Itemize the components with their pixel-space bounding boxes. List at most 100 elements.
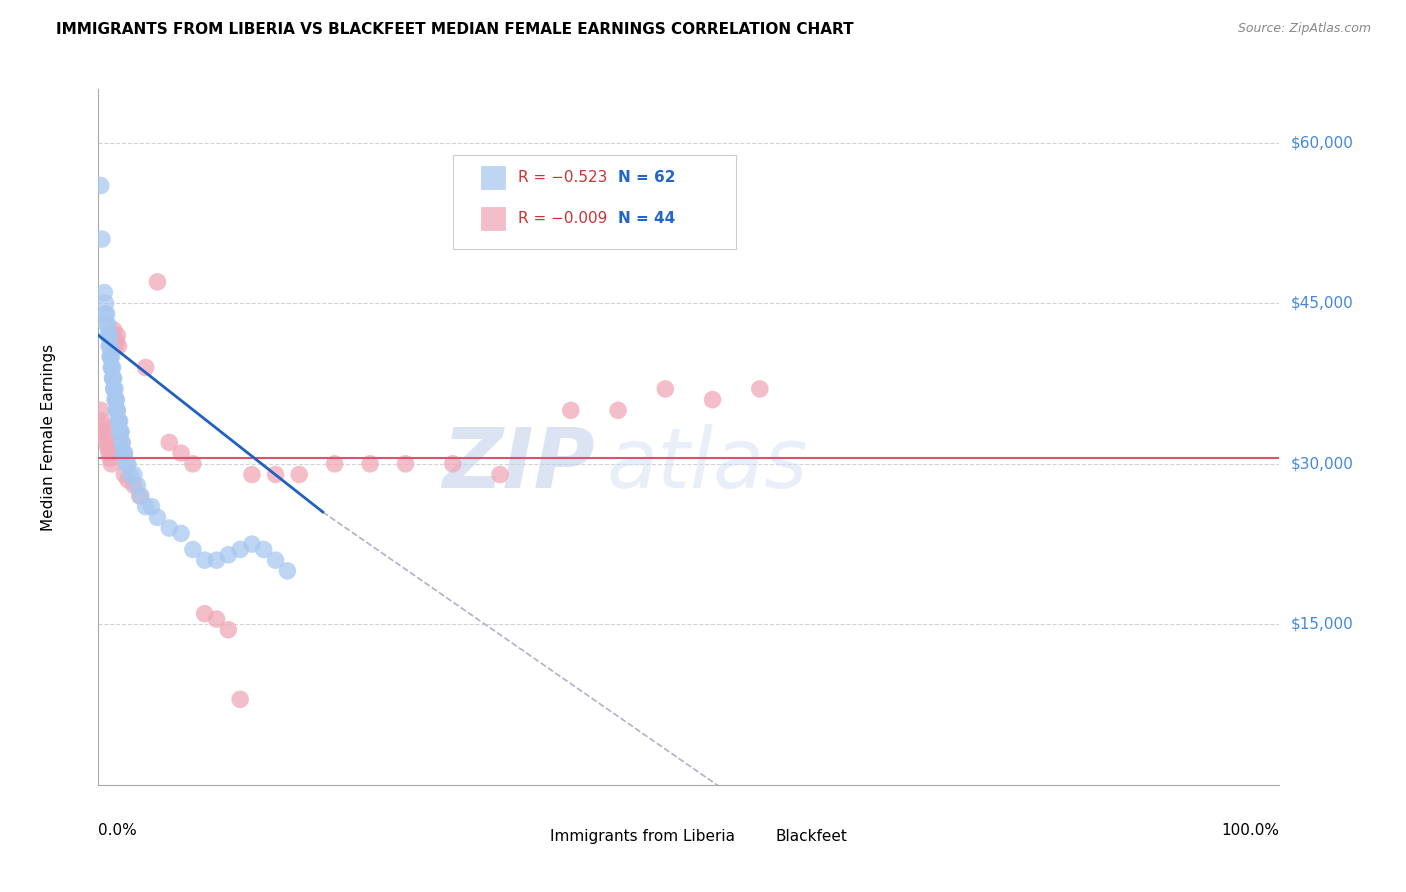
Point bbox=[441, 457, 464, 471]
Point bbox=[194, 607, 217, 621]
Point bbox=[607, 403, 630, 417]
Point bbox=[141, 500, 163, 514]
Text: $45,000: $45,000 bbox=[1291, 296, 1354, 310]
Text: R = −0.009: R = −0.009 bbox=[517, 211, 607, 226]
Point bbox=[107, 414, 129, 428]
Point bbox=[107, 414, 129, 428]
Text: 0.0%: 0.0% bbox=[98, 823, 138, 838]
Point bbox=[146, 510, 169, 524]
Point bbox=[105, 403, 128, 417]
Point bbox=[122, 478, 145, 492]
Point bbox=[100, 457, 122, 471]
Point bbox=[205, 612, 228, 626]
Point bbox=[127, 478, 149, 492]
Point bbox=[101, 371, 124, 385]
Point bbox=[394, 457, 416, 471]
Point bbox=[288, 467, 311, 482]
Point bbox=[117, 457, 139, 471]
Text: IMMIGRANTS FROM LIBERIA VS BLACKFEET MEDIAN FEMALE EARNINGS CORRELATION CHART: IMMIGRANTS FROM LIBERIA VS BLACKFEET MED… bbox=[56, 22, 853, 37]
Point bbox=[748, 382, 770, 396]
Point bbox=[157, 521, 180, 535]
Point bbox=[107, 339, 129, 353]
Point bbox=[170, 446, 193, 460]
Text: Blackfeet: Blackfeet bbox=[775, 829, 846, 844]
Point bbox=[100, 350, 122, 364]
Point bbox=[240, 537, 263, 551]
Point bbox=[229, 542, 252, 557]
Point bbox=[98, 328, 121, 343]
Point bbox=[96, 318, 118, 332]
Point bbox=[91, 232, 114, 246]
Point bbox=[115, 457, 138, 471]
Point bbox=[98, 339, 121, 353]
Point bbox=[108, 435, 131, 450]
Point bbox=[323, 457, 346, 471]
Point bbox=[98, 451, 121, 466]
Point bbox=[103, 371, 125, 385]
Text: ZIP: ZIP bbox=[441, 425, 595, 506]
Point bbox=[108, 425, 131, 439]
Point bbox=[194, 553, 217, 567]
Point bbox=[111, 435, 134, 450]
FancyBboxPatch shape bbox=[481, 207, 505, 230]
Point bbox=[93, 285, 115, 300]
Point bbox=[98, 328, 121, 343]
Point bbox=[96, 307, 118, 321]
Point bbox=[100, 360, 122, 375]
Point bbox=[110, 425, 132, 439]
Point bbox=[181, 457, 204, 471]
Point bbox=[103, 382, 125, 396]
Text: $30,000: $30,000 bbox=[1291, 457, 1354, 471]
Point bbox=[128, 489, 150, 503]
Point bbox=[91, 414, 114, 428]
Point bbox=[94, 430, 117, 444]
Point bbox=[101, 328, 124, 343]
Text: atlas: atlas bbox=[606, 425, 808, 506]
Point bbox=[105, 334, 128, 348]
Point bbox=[96, 435, 118, 450]
Point bbox=[111, 435, 134, 450]
Point bbox=[101, 360, 124, 375]
Point bbox=[105, 392, 128, 407]
Point bbox=[103, 323, 125, 337]
Point bbox=[98, 339, 121, 353]
Point bbox=[560, 403, 582, 417]
Text: N = 62: N = 62 bbox=[619, 170, 675, 185]
Text: Source: ZipAtlas.com: Source: ZipAtlas.com bbox=[1237, 22, 1371, 36]
Point bbox=[229, 692, 252, 706]
Point bbox=[146, 275, 169, 289]
Text: N = 44: N = 44 bbox=[619, 211, 675, 226]
Point bbox=[105, 392, 128, 407]
Point bbox=[157, 435, 180, 450]
Point bbox=[103, 382, 125, 396]
Text: R = −0.523: R = −0.523 bbox=[517, 170, 607, 185]
Point bbox=[93, 425, 115, 439]
Point bbox=[100, 360, 122, 375]
Point bbox=[240, 467, 263, 482]
Point bbox=[104, 339, 127, 353]
Point bbox=[112, 446, 135, 460]
Point bbox=[112, 467, 135, 482]
Text: $15,000: $15,000 bbox=[1291, 617, 1354, 632]
Point bbox=[112, 446, 135, 460]
Point bbox=[97, 441, 120, 455]
Point bbox=[702, 392, 724, 407]
Point bbox=[105, 403, 128, 417]
Point bbox=[120, 467, 142, 482]
Text: Median Female Earnings: Median Female Earnings bbox=[41, 343, 56, 531]
FancyBboxPatch shape bbox=[453, 155, 737, 249]
Point bbox=[359, 457, 381, 471]
Point bbox=[101, 371, 124, 385]
Point bbox=[181, 542, 204, 557]
Point bbox=[217, 548, 239, 562]
Point bbox=[94, 296, 117, 310]
FancyBboxPatch shape bbox=[481, 166, 505, 189]
Point bbox=[654, 382, 676, 396]
Point bbox=[98, 350, 121, 364]
Point bbox=[110, 425, 132, 439]
Text: 100.0%: 100.0% bbox=[1222, 823, 1279, 838]
Point bbox=[98, 350, 121, 364]
Point bbox=[264, 467, 287, 482]
Text: $60,000: $60,000 bbox=[1291, 136, 1354, 150]
Point bbox=[104, 382, 127, 396]
